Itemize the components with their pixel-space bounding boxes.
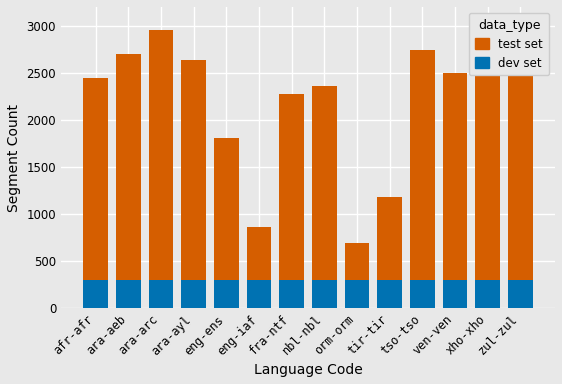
Bar	[149, 30, 173, 280]
Bar	[345, 243, 369, 280]
Bar	[214, 138, 239, 280]
Bar	[345, 280, 369, 308]
Bar	[475, 19, 500, 280]
Bar	[443, 280, 467, 308]
Bar	[475, 280, 500, 308]
Bar	[312, 86, 337, 280]
Bar	[443, 73, 467, 280]
Bar	[182, 280, 206, 308]
Bar	[378, 280, 402, 308]
Bar	[182, 60, 206, 280]
Bar	[83, 280, 108, 308]
Bar	[508, 280, 533, 308]
Bar	[214, 280, 239, 308]
Bar	[410, 280, 434, 308]
Bar	[279, 94, 304, 280]
Legend: test set, dev set: test set, dev set	[469, 13, 549, 76]
Bar	[378, 197, 402, 280]
Bar	[83, 78, 108, 280]
Y-axis label: Segment Count: Segment Count	[7, 104, 21, 212]
Bar	[279, 280, 304, 308]
X-axis label: Language Code: Language Code	[253, 363, 362, 377]
Bar	[508, 75, 533, 280]
Bar	[247, 227, 271, 280]
Bar	[410, 50, 434, 280]
Bar	[116, 54, 140, 280]
Bar	[247, 280, 271, 308]
Bar	[312, 280, 337, 308]
Bar	[116, 280, 140, 308]
Bar	[149, 280, 173, 308]
